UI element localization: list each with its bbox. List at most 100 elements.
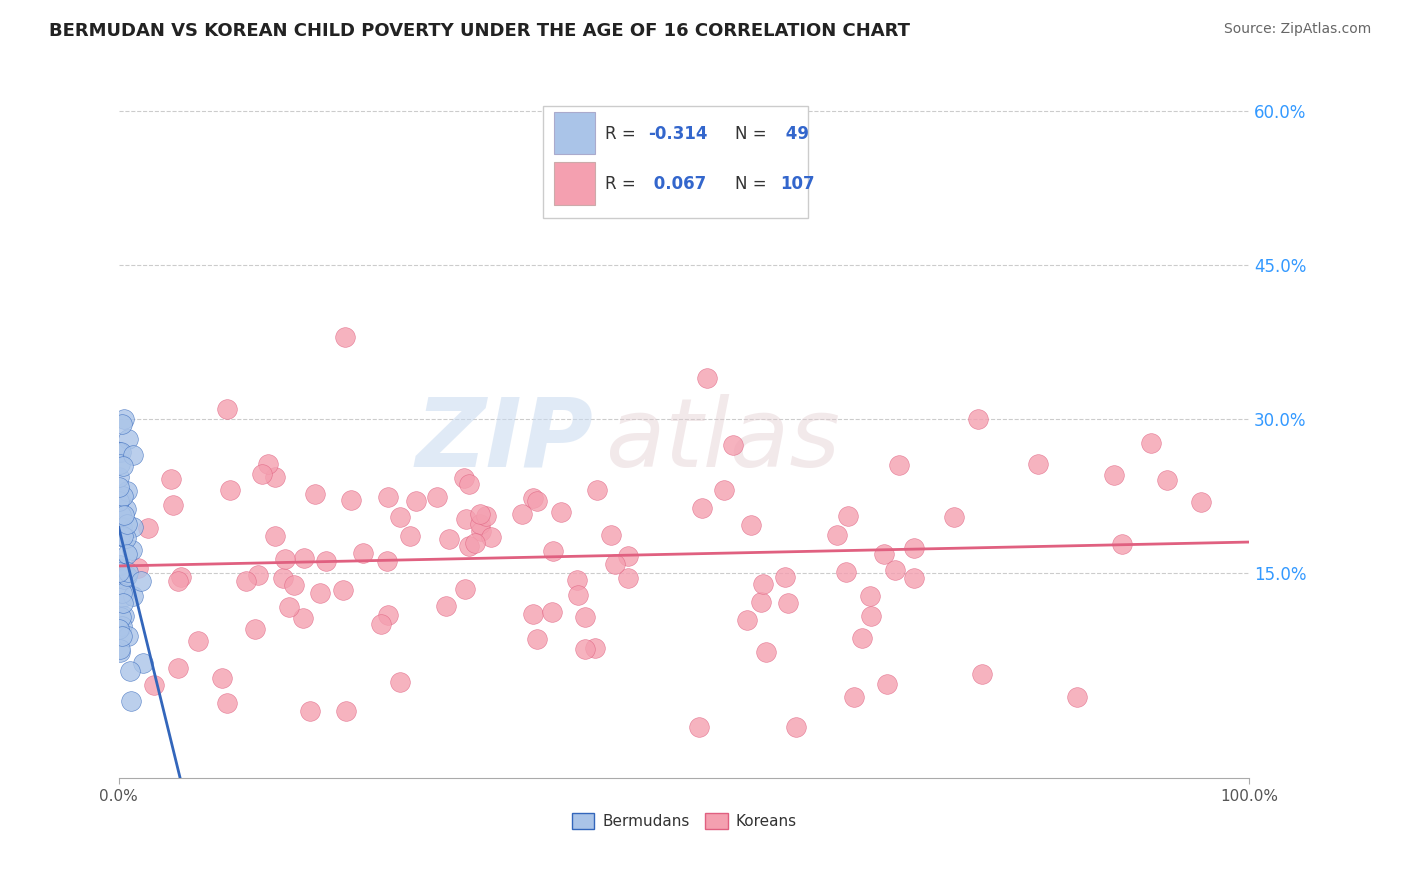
Point — [903, 541, 925, 555]
Point — [283, 578, 305, 592]
Point — [112, 412, 135, 426]
Point — [166, 661, 188, 675]
Point — [426, 490, 449, 504]
Point — [550, 505, 572, 519]
Text: ZIP: ZIP — [416, 394, 593, 487]
Point — [773, 569, 796, 583]
Point — [136, 521, 159, 535]
Point — [388, 674, 411, 689]
Point — [167, 574, 190, 588]
Point — [785, 720, 807, 734]
Text: 107: 107 — [780, 175, 814, 193]
Point — [108, 470, 131, 484]
Point — [110, 610, 132, 624]
Point — [187, 633, 209, 648]
Point — [143, 678, 166, 692]
Point — [1189, 495, 1212, 509]
Point — [120, 694, 142, 708]
Point — [837, 508, 859, 523]
Point — [122, 520, 145, 534]
FancyBboxPatch shape — [543, 106, 808, 218]
Point — [887, 458, 910, 473]
Text: BERMUDAN VS KOREAN CHILD POVERTY UNDER THE AGE OF 16 CORRELATION CHART: BERMUDAN VS KOREAN CHILD POVERTY UNDER T… — [49, 22, 910, 40]
FancyBboxPatch shape — [554, 162, 595, 205]
Point — [1140, 436, 1163, 450]
Point — [474, 509, 496, 524]
Point — [121, 542, 143, 557]
Point — [353, 546, 375, 560]
Point — [522, 491, 544, 505]
Point — [583, 640, 606, 655]
Point — [108, 457, 131, 471]
Point — [405, 493, 427, 508]
Point — [110, 562, 132, 576]
Point — [370, 617, 392, 632]
Point — [470, 507, 492, 521]
Point — [470, 524, 492, 539]
Point — [274, 552, 297, 566]
Point — [117, 629, 139, 643]
Point — [170, 570, 193, 584]
Point — [108, 645, 131, 659]
Point — [690, 501, 713, 516]
Point — [332, 582, 354, 597]
Point — [291, 610, 314, 624]
Point — [454, 582, 477, 597]
Point — [122, 449, 145, 463]
Legend: Bermudans, Koreans: Bermudans, Koreans — [565, 807, 803, 835]
Point — [110, 491, 132, 506]
Point — [859, 589, 882, 603]
Point — [851, 632, 873, 646]
Point — [112, 489, 135, 503]
Text: atlas: atlas — [605, 394, 839, 487]
Point — [567, 588, 589, 602]
Point — [111, 629, 134, 643]
Text: N =: N = — [735, 125, 772, 143]
Point — [114, 531, 136, 545]
Point — [740, 517, 762, 532]
Point — [872, 547, 894, 561]
Point — [112, 528, 135, 542]
Point — [835, 565, 858, 579]
Point — [479, 530, 502, 544]
Point — [541, 543, 564, 558]
Point — [117, 569, 139, 583]
Point — [399, 528, 422, 542]
Point — [605, 558, 627, 572]
Point — [844, 690, 866, 704]
Point — [616, 549, 638, 563]
Point — [250, 467, 273, 481]
Point — [108, 494, 131, 508]
Point — [453, 471, 475, 485]
Point — [117, 565, 139, 579]
Point — [110, 529, 132, 543]
Point — [107, 565, 129, 579]
Point — [247, 567, 270, 582]
Text: -0.314: -0.314 — [648, 125, 707, 143]
Point — [278, 600, 301, 615]
Point — [377, 490, 399, 504]
Point — [162, 499, 184, 513]
Point — [211, 671, 233, 685]
Point — [723, 438, 745, 452]
Point — [111, 618, 134, 632]
Point — [115, 570, 138, 584]
Point — [696, 371, 718, 385]
Point — [298, 705, 321, 719]
Point — [1102, 468, 1125, 483]
FancyBboxPatch shape — [554, 112, 595, 154]
Point — [111, 458, 134, 473]
Point — [111, 417, 134, 432]
Point — [110, 570, 132, 584]
Point — [315, 554, 337, 568]
Text: R =: R = — [605, 175, 641, 193]
Point — [763, 120, 786, 134]
Point — [457, 476, 479, 491]
Point — [942, 509, 965, 524]
Point — [335, 704, 357, 718]
Point — [215, 697, 238, 711]
Point — [110, 508, 132, 522]
Point — [115, 547, 138, 561]
Point — [567, 574, 589, 588]
Point — [235, 574, 257, 589]
